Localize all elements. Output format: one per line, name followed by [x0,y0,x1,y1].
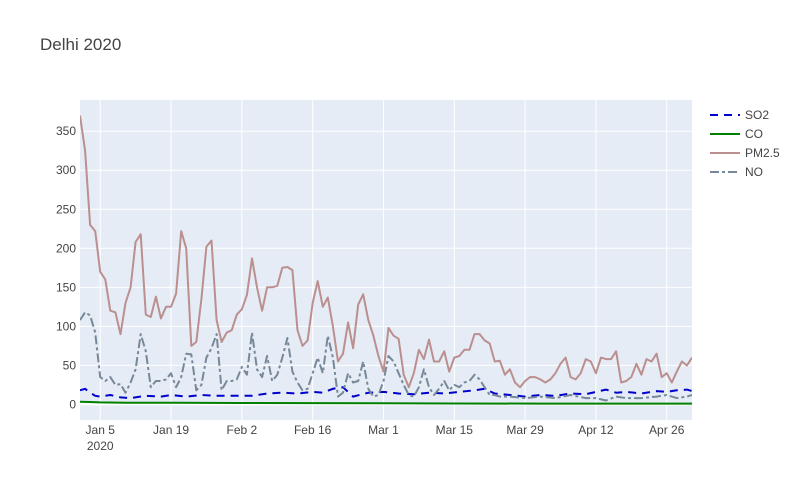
x-tick-label: Mar 29 [506,423,544,437]
x-tick-label: Feb 16 [294,423,332,437]
y-tick-label: 200 [56,241,76,255]
y-tick-label: 300 [56,163,76,177]
x-tick-label: Jan 5 [86,423,116,437]
chart-title: Delhi 2020 [40,35,121,54]
y-tick-label: 0 [69,397,76,411]
x-tick-label: Jan 19 [153,423,189,437]
x-tick-label: Apr 12 [578,423,614,437]
legend-item-label[interactable]: SO2 [745,108,769,122]
x-tick-label: Feb 2 [227,423,258,437]
legend-item-label[interactable]: PM2.5 [745,146,780,160]
x-tick-label: Apr 26 [649,423,685,437]
y-tick-label: 350 [56,124,76,138]
x-tick-label: Mar 1 [368,423,399,437]
x-year-label: 2020 [87,439,114,453]
legend: SO2 CO PM2.5 NO [710,108,780,179]
legend-item-label[interactable]: NO [745,165,763,179]
legend-item-label[interactable]: CO [745,127,763,141]
y-tick-label: 100 [56,319,76,333]
y-tick-label: 250 [56,202,76,216]
x-tick-label: Mar 15 [436,423,474,437]
y-tick-label: 150 [56,280,76,294]
y-tick-label: 50 [63,358,77,372]
